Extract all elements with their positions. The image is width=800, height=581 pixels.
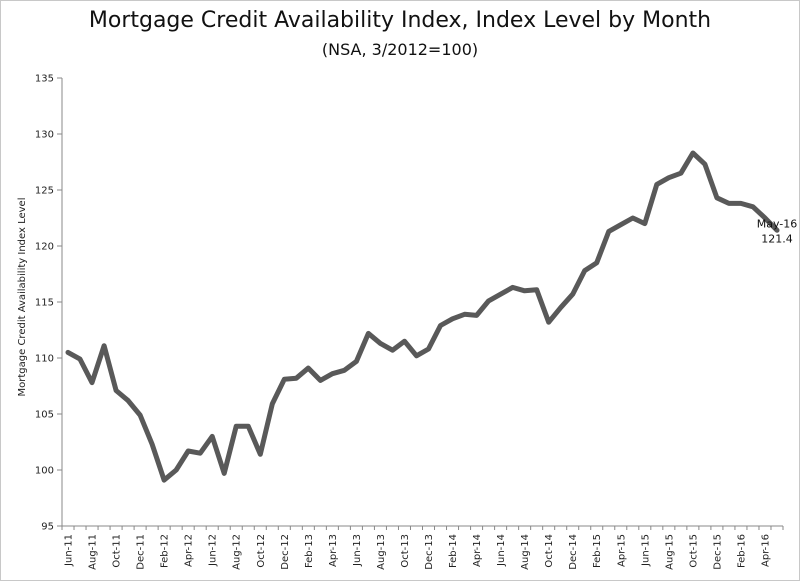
- x-tick-label: Jun-14: [496, 534, 507, 567]
- x-tick-label: Apr-12: [184, 534, 195, 567]
- x-tick-label: Oct-12: [256, 534, 267, 568]
- x-tick-label: Feb-15: [592, 534, 603, 568]
- series-line: [65, 150, 780, 483]
- x-tick-label: Apr-15: [616, 534, 627, 567]
- x-tick-label: Feb-14: [448, 534, 459, 568]
- x-tick-label: Dec-12: [280, 534, 291, 570]
- x-tick-label: Dec-11: [136, 534, 147, 570]
- y-axis: 95 100 105 110 115 120 125 130 135: [35, 74, 63, 533]
- last-point-value-label: 121.4: [761, 232, 793, 245]
- x-tick-label: Aug-12: [232, 534, 243, 570]
- y-tick-label: 115: [35, 298, 54, 309]
- x-tick-label: Aug-11: [88, 534, 99, 570]
- y-axis-label: Mortgage Credit Availability Index Level: [17, 198, 28, 397]
- x-tick-label: Jun-11: [64, 534, 75, 567]
- y-tick-label: 110: [35, 354, 54, 365]
- x-tick-label: Oct-14: [544, 534, 555, 568]
- x-tick-label: Apr-14: [472, 534, 483, 567]
- x-tick-label: Oct-13: [400, 534, 411, 568]
- last-point-month-label: May-16: [757, 217, 798, 230]
- x-axis: Jun-11 Aug-11 Oct-11 Dec-11 Feb-12 Apr-12 Jun-…: [61, 525, 784, 570]
- x-tick-label: Feb-13: [304, 534, 315, 568]
- x-tick-label: Dec-15: [712, 534, 723, 570]
- annotation-layer: May-16 121.4: [757, 217, 798, 245]
- y-tick-label: 125: [35, 186, 54, 197]
- x-tick-label: Apr-16: [760, 534, 771, 567]
- x-tick-label: Dec-13: [424, 534, 435, 570]
- x-tick-label: Aug-15: [664, 534, 675, 570]
- chart-title: Mortgage Credit Availability Index, Inde…: [88, 8, 712, 33]
- x-tick-label: Feb-16: [736, 534, 747, 568]
- chart-subtitle: (NSA, 3/2012=100): [321, 40, 479, 59]
- x-tick-label: Oct-15: [688, 534, 699, 568]
- x-tick-label: Jun-13: [352, 534, 363, 567]
- x-tick-label: Jun-15: [640, 534, 651, 567]
- x-tick-label: Jun-12: [208, 534, 219, 567]
- x-tick-label: Aug-14: [520, 534, 531, 570]
- series-layer: [65, 150, 780, 483]
- y-tick-label: 100: [35, 466, 54, 477]
- x-tick-label: Apr-13: [328, 534, 339, 567]
- y-tick-label: 135: [35, 74, 54, 85]
- y-tick-label: 95: [41, 522, 54, 533]
- y-tick-label: 120: [35, 242, 54, 253]
- x-tick-label: Oct-11: [112, 534, 123, 568]
- x-tick-label: Aug-13: [376, 534, 387, 570]
- y-tick-label: 105: [35, 410, 54, 421]
- x-tick-label: Feb-12: [160, 534, 171, 568]
- y-tick-label: 130: [35, 130, 54, 141]
- x-tick-label: Dec-14: [568, 534, 579, 570]
